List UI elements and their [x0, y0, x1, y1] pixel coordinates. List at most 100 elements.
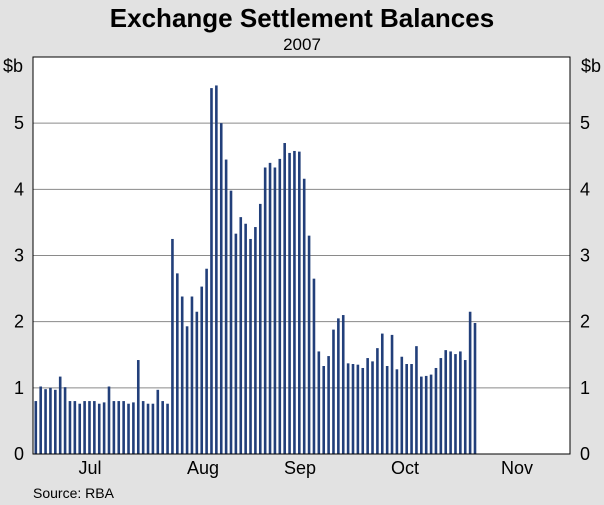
bar: [83, 401, 86, 454]
bar: [63, 387, 67, 454]
bar: [244, 223, 247, 454]
bar: [459, 351, 462, 454]
bar: [258, 203, 262, 454]
bar: [93, 401, 96, 454]
bar: [219, 123, 223, 455]
bar: [78, 403, 82, 454]
y-tick-label-left: 4: [14, 179, 24, 199]
bar: [224, 159, 228, 454]
bar: [424, 375, 428, 454]
source-note: Source: RBA: [33, 485, 115, 501]
bar: [307, 235, 311, 454]
bar: [444, 350, 448, 454]
bar: [278, 158, 282, 454]
bar: [429, 374, 433, 454]
bar: [254, 227, 257, 454]
bar: [341, 315, 345, 454]
bar: [44, 389, 47, 454]
bar: [337, 318, 340, 454]
bar: [49, 387, 52, 454]
chart-subtitle: 2007: [283, 35, 321, 54]
bar: [366, 358, 369, 454]
bar: [351, 364, 355, 454]
bar: [58, 376, 62, 454]
y-unit-left: $b: [3, 56, 23, 76]
bar: [346, 363, 350, 454]
bar: [468, 311, 472, 454]
bar: [210, 88, 213, 454]
bar: [312, 278, 316, 454]
bar: [356, 364, 360, 454]
x-tick-label: Sep: [284, 458, 316, 478]
bar: [39, 386, 42, 454]
y-unit-right: $b: [581, 56, 601, 76]
bar: [400, 356, 404, 454]
y-tick-label-right: 2: [580, 312, 590, 332]
bar: [68, 401, 72, 454]
bar: [176, 273, 179, 454]
bar: [263, 167, 267, 454]
bar: [136, 360, 140, 454]
bar: [112, 401, 116, 454]
x-tick-label: Jul: [78, 458, 101, 478]
bar: [390, 334, 394, 454]
bar: [117, 401, 121, 454]
bar: [302, 178, 306, 454]
bar: [185, 326, 189, 454]
bar: [371, 361, 374, 454]
y-tick-label-right: 0: [580, 444, 590, 464]
y-axis-left: 0 1 2 3 4 5: [14, 113, 24, 464]
bar: [234, 233, 238, 454]
bar: [171, 238, 174, 454]
bar: [239, 217, 243, 454]
bar: [327, 356, 330, 454]
chart-title: Exchange Settlement Balances: [110, 3, 494, 33]
bar: [156, 389, 160, 454]
bar: [434, 367, 438, 454]
bar: [405, 364, 408, 454]
bar: [454, 354, 457, 454]
bar: [102, 402, 106, 454]
bar: [200, 286, 204, 454]
bar: [88, 401, 91, 454]
bar: [317, 351, 321, 454]
y-tick-label-left: 2: [14, 312, 24, 332]
bar: [268, 162, 272, 454]
bar: [122, 401, 125, 454]
gridlines: [33, 122, 570, 389]
bar: [288, 152, 291, 454]
bar: [298, 151, 301, 454]
bar: [273, 167, 277, 454]
y-tick-label-right: 3: [580, 246, 590, 266]
bar: [132, 402, 135, 454]
y-axis-right: 0 1 2 3 4 5: [580, 113, 590, 464]
bar: [107, 386, 111, 454]
bar: [463, 360, 467, 454]
bar: [385, 366, 389, 454]
bar: [249, 238, 252, 454]
bar: [54, 389, 57, 454]
bar: [180, 296, 184, 454]
bar: [146, 403, 150, 454]
bar: [473, 322, 477, 454]
bars: [34, 85, 477, 455]
bar: [449, 351, 452, 454]
bar: [151, 403, 155, 454]
bar: [322, 366, 326, 454]
y-tick-label-right: 1: [580, 378, 590, 398]
bar: [73, 401, 77, 454]
y-tick-label-left: 0: [14, 444, 24, 464]
y-tick-label-right: 5: [580, 113, 590, 133]
bar: [34, 401, 38, 454]
x-tick-label: Nov: [501, 458, 533, 478]
bar: [141, 401, 145, 454]
bar: [439, 358, 443, 454]
bar: [395, 369, 399, 454]
bar: [293, 150, 296, 454]
x-tick-label: Aug: [187, 458, 219, 478]
bar: [166, 403, 169, 454]
x-axis: Jul Aug Sep Oct Nov: [78, 458, 533, 478]
bar: [376, 348, 379, 454]
bar: [229, 190, 233, 454]
